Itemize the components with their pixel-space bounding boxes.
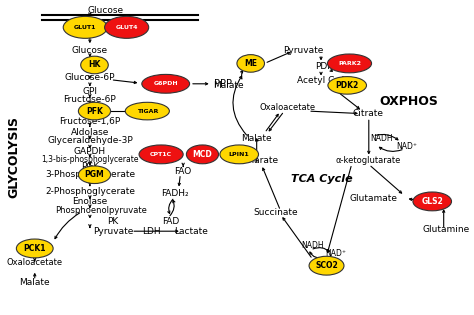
Ellipse shape (237, 54, 264, 72)
Text: 1,3-bis-phosphoglycerate: 1,3-bis-phosphoglycerate (41, 155, 138, 163)
Text: α-ketoglutarate: α-ketoglutarate (335, 156, 401, 165)
Text: PGK: PGK (81, 163, 99, 171)
Text: NADH: NADH (301, 241, 324, 250)
Text: Phosphoenolpyruvate: Phosphoenolpyruvate (55, 206, 147, 215)
Ellipse shape (81, 56, 108, 74)
Text: GLUT4: GLUT4 (115, 25, 138, 30)
Text: Lactate: Lactate (174, 227, 208, 236)
Text: PGM: PGM (84, 170, 104, 179)
Text: PK: PK (107, 217, 118, 226)
Text: CPT1C: CPT1C (150, 152, 172, 157)
Ellipse shape (413, 192, 452, 211)
Text: Glucose: Glucose (88, 6, 124, 14)
Text: Oxaloacetate: Oxaloacetate (7, 258, 63, 267)
Ellipse shape (78, 102, 110, 120)
Text: Pyruvate: Pyruvate (283, 46, 324, 55)
Text: GLUT1: GLUT1 (74, 25, 97, 30)
Ellipse shape (78, 166, 110, 184)
Ellipse shape (328, 54, 372, 73)
Text: Malate: Malate (19, 278, 50, 288)
Text: Enolase: Enolase (72, 197, 108, 206)
Text: SCO2: SCO2 (315, 261, 338, 270)
Text: Glucose-6P: Glucose-6P (64, 73, 115, 82)
Text: NAD⁺: NAD⁺ (325, 249, 346, 258)
Text: GAPDH: GAPDH (74, 147, 106, 156)
Ellipse shape (125, 102, 169, 120)
Text: 3-Phosphoglycerate: 3-Phosphoglycerate (45, 170, 135, 179)
Ellipse shape (139, 145, 183, 164)
Text: Malate: Malate (213, 82, 244, 90)
Text: Pyruvate: Pyruvate (93, 227, 133, 236)
Text: TCA Cycle: TCA Cycle (291, 175, 353, 185)
Text: Glutamine: Glutamine (422, 225, 470, 234)
Text: PFK: PFK (86, 106, 103, 116)
Text: Citrate: Citrate (352, 109, 383, 118)
Ellipse shape (17, 239, 53, 258)
Text: Glutamate: Glutamate (350, 194, 398, 203)
Text: 2-Phosphoglycerate: 2-Phosphoglycerate (45, 187, 135, 197)
Text: PDK2: PDK2 (336, 81, 359, 90)
Ellipse shape (186, 145, 219, 164)
Text: Fumarate: Fumarate (235, 156, 278, 165)
Ellipse shape (105, 16, 149, 38)
Text: ME: ME (244, 59, 257, 68)
Text: GPI: GPI (82, 87, 97, 96)
Text: Fructose-1,6P: Fructose-1,6P (59, 117, 120, 126)
Text: PDH: PDH (315, 62, 334, 71)
Ellipse shape (63, 16, 107, 38)
Text: PARK2: PARK2 (338, 61, 361, 66)
Text: OXPHOS: OXPHOS (380, 94, 438, 107)
Text: LDH: LDH (142, 227, 160, 236)
Text: Glucose: Glucose (72, 46, 108, 55)
Text: Fructose-6P: Fructose-6P (64, 95, 116, 104)
Text: GLYCOLYSIS: GLYCOLYSIS (8, 117, 20, 198)
Ellipse shape (220, 145, 258, 164)
Ellipse shape (142, 74, 190, 93)
Text: Acetyl CoA: Acetyl CoA (297, 76, 346, 85)
Text: Malate: Malate (241, 134, 272, 143)
Text: MCD: MCD (192, 150, 212, 159)
Text: LPIN1: LPIN1 (229, 152, 250, 157)
Text: HK: HK (88, 60, 100, 70)
Text: Oxaloacetate: Oxaloacetate (259, 103, 316, 112)
Text: G6PDH: G6PDH (154, 81, 178, 86)
Text: PPP: PPP (214, 79, 232, 89)
Ellipse shape (309, 256, 344, 275)
Text: FAD: FAD (162, 217, 179, 226)
Text: NADH: NADH (370, 134, 393, 143)
Text: Glyceraldehyde-3P: Glyceraldehyde-3P (47, 136, 133, 146)
Text: Aldolase: Aldolase (71, 128, 109, 137)
Text: FADH₂: FADH₂ (161, 189, 189, 198)
Text: GLS2: GLS2 (421, 197, 443, 206)
Text: TIGAR: TIGAR (137, 109, 158, 114)
Text: NAD⁺: NAD⁺ (396, 142, 418, 151)
Text: PCK1: PCK1 (24, 244, 46, 253)
Text: FAO: FAO (174, 167, 192, 176)
Text: Succinate: Succinate (254, 208, 298, 217)
Ellipse shape (328, 77, 366, 94)
